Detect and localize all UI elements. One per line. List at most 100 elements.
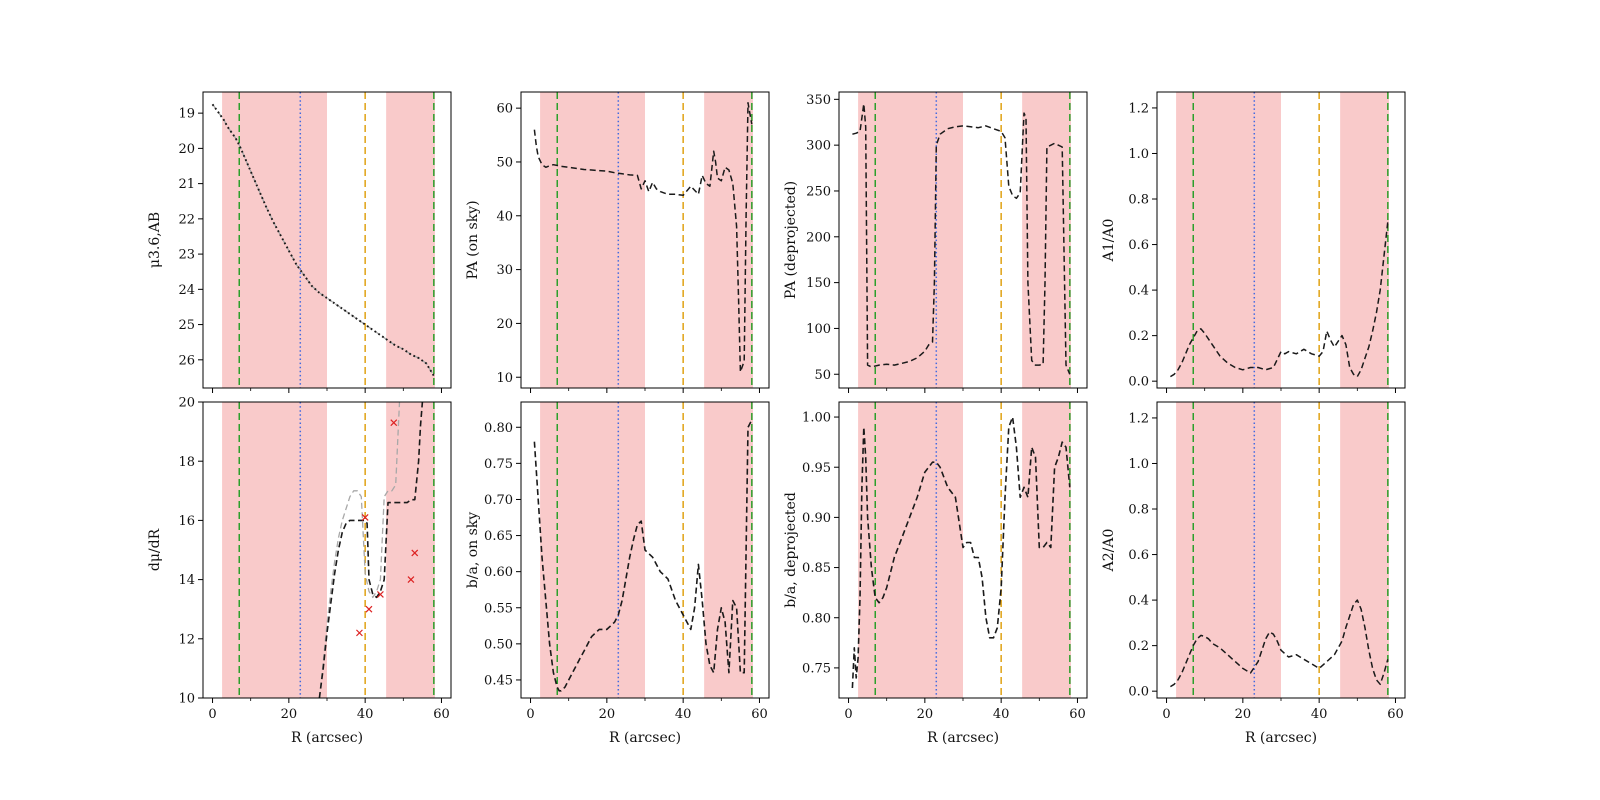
y-tick-label: 14 [178, 573, 195, 588]
shaded-region [704, 92, 753, 388]
dmu-red-crosses-marker [411, 549, 419, 557]
y-tick-label: 19 [178, 107, 195, 122]
dmu-gray-dashed [318, 402, 401, 698]
shaded-region [858, 402, 963, 698]
shaded-region [1340, 402, 1389, 698]
y-tick-label: 1.00 [802, 411, 831, 426]
y-tick-label: 1.2 [1128, 101, 1149, 116]
x-axis-label: R (arcsec) [609, 730, 681, 746]
x-tick-label: 0 [1162, 707, 1170, 722]
y-tick-label: 0.65 [484, 529, 513, 544]
a1-black-dashed [1170, 221, 1389, 378]
y-tick-label: 23 [178, 248, 195, 263]
x-axis-label: R (arcsec) [1245, 730, 1317, 746]
y-tick-label: 24 [178, 283, 195, 298]
ba-sky-black-dashed [533, 419, 753, 692]
y-tick-label: 0.95 [802, 461, 831, 476]
x-tick-label: 20 [1235, 707, 1252, 722]
y-tick-label: 0.55 [484, 601, 513, 616]
y-tick-label: 0.4 [1128, 594, 1149, 609]
y-tick-label: 200 [806, 230, 831, 245]
shaded-region [386, 402, 435, 698]
x-tick-label: 60 [1387, 707, 1404, 722]
x-tick-label: 60 [1069, 707, 1086, 722]
y-tick-label: 20 [496, 317, 513, 332]
y-tick-label: 100 [806, 322, 831, 337]
y-tick-label: 0.8 [1128, 193, 1149, 208]
pa-sky-black-dashed [533, 102, 753, 373]
x-tick-label: 60 [751, 707, 768, 722]
y-tick-label: 10 [178, 692, 195, 707]
y-tick-label: 0.2 [1128, 639, 1149, 654]
panel-a2-a0: 0 20 40 60 0.0 0.2 0.4 0.6 0.8 1.0 1.2 A2/A0 R (arcs… [1101, 401, 1406, 746]
y-tick-label: 1.0 [1128, 147, 1149, 162]
y-tick-label: 20 [178, 396, 195, 411]
x-tick-label: 20 [599, 707, 616, 722]
shaded-region [1176, 402, 1281, 698]
y-tick-label: 50 [496, 156, 513, 171]
y-axis-label: b/a, deprojected [783, 492, 799, 608]
y-tick-label: 1.0 [1128, 457, 1149, 472]
y-tick-label: 16 [178, 514, 195, 529]
dmu-red-crosses-marker [356, 629, 363, 637]
y-axis-label: A2/A0 [1101, 529, 1117, 573]
y-tick-label: 150 [806, 276, 831, 291]
ba-dep-black-dashed [851, 416, 1071, 689]
shaded-region [386, 92, 435, 388]
panel-surface-brightness: 19 20 21 22 23 24 25 26 μ3.6,AB [147, 91, 452, 393]
dmu-red-crosses-marker [365, 605, 373, 613]
shaded-region [858, 92, 963, 388]
y-tick-label: 0.75 [802, 661, 831, 676]
y-axis-label: μ3.6,AB [147, 212, 163, 268]
y-tick-label: 60 [496, 102, 513, 117]
y-tick-label: 0.60 [484, 565, 513, 580]
y-tick-label: 0.0 [1128, 685, 1149, 700]
pa-dep-black-dashed [852, 103, 1071, 375]
y-tick-label: 26 [178, 353, 195, 368]
y-tick-label: 250 [806, 185, 831, 200]
y-tick-label: 18 [178, 455, 195, 470]
y-axis-label: A1/A0 [1101, 219, 1117, 263]
dmu-red-crosses-marker [407, 576, 415, 584]
x-tick-label: 20 [917, 707, 934, 722]
mu-gray-dashed [211, 103, 435, 377]
y-tick-label: 21 [178, 177, 195, 192]
x-axis-label: R (arcsec) [291, 730, 363, 746]
y-axis-label: PA (on sky) [465, 200, 481, 279]
y-tick-label: 1.2 [1128, 411, 1149, 426]
dmu-red-crosses-marker [361, 514, 369, 521]
shaded-region [1340, 92, 1389, 388]
y-tick-label: 50 [814, 368, 831, 383]
a2-black-dashed [1170, 599, 1389, 688]
x-tick-label: 0 [844, 707, 852, 722]
y-tick-label: 0.0 [1128, 375, 1149, 390]
x-tick-label: 60 [433, 707, 450, 722]
x-tick-label: 40 [675, 707, 692, 722]
shaded-region [540, 402, 645, 698]
shaded-region [1176, 92, 1281, 388]
y-tick-label: 20 [178, 142, 195, 157]
y-tick-label: 0.75 [484, 457, 513, 472]
y-tick-label: 0.50 [484, 637, 513, 652]
shaded-region [222, 92, 327, 388]
dmu-black-dashed [318, 402, 424, 698]
panel-pa-on-sky: 10 20 30 40 50 60 PA (on sky) [465, 91, 770, 393]
panel-ba-deprojected: 0 20 40 60 0.75 0.80 0.85 0.90 0.95 1.00 b/a, depr… [783, 401, 1088, 746]
panel-pa-deprojected: 50 100 150 200 250 300 350 PA (deprojected) [783, 91, 1088, 393]
y-tick-label: 350 [806, 93, 831, 108]
panel-ba-on-sky: 0 20 40 60 0.45 0.50 0.55 0.60 0.65 0.70 0.75 0.80 b… [465, 401, 770, 746]
y-tick-label: 0.6 [1128, 238, 1149, 253]
y-tick-label: 0.90 [802, 511, 831, 526]
y-tick-label: 0.2 [1128, 329, 1149, 344]
dmu-red-crosses-marker [376, 590, 384, 598]
x-tick-label: 40 [993, 707, 1010, 722]
x-tick-label: 20 [281, 707, 298, 722]
y-axis-label: dμ/dR [147, 528, 163, 571]
x-tick-label: 0 [526, 707, 534, 722]
y-tick-label: 300 [806, 139, 831, 154]
y-tick-label: 0.85 [802, 561, 831, 576]
y-tick-label: 25 [178, 318, 195, 333]
y-tick-label: 0.8 [1128, 503, 1149, 518]
shaded-region [540, 92, 645, 388]
